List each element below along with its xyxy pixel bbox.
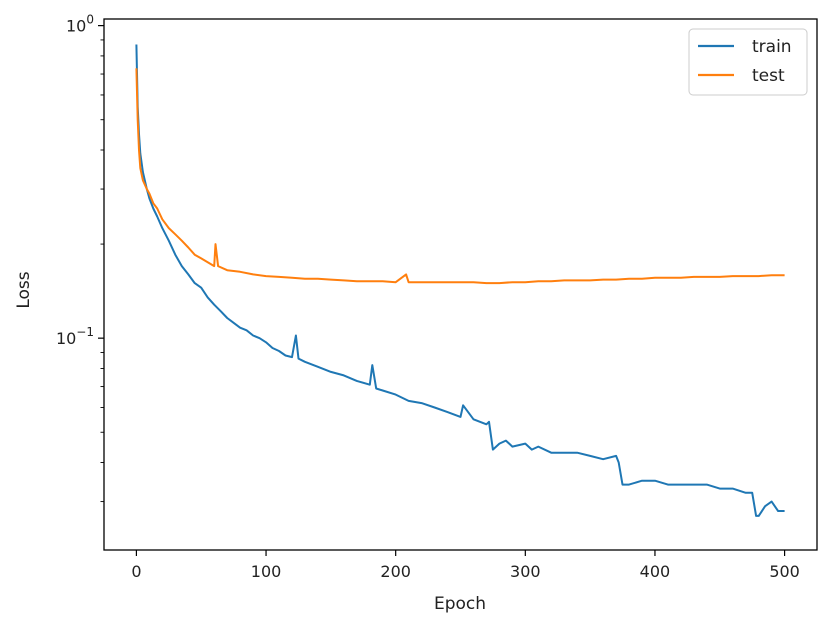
x-tick-label: 300: [510, 562, 541, 581]
series-layer: [135, 44, 785, 517]
x-tick-label: 0: [131, 562, 141, 581]
y-tick-label: 10−1: [56, 325, 94, 348]
x-axis-label: Epoch: [434, 594, 486, 614]
x-tick-label: 200: [380, 562, 411, 581]
legend-label-train: train: [752, 37, 792, 57]
x-tick-label: 400: [640, 562, 671, 581]
legend-label-test: test: [752, 66, 785, 86]
plot-area-frame: [103, 18, 818, 551]
y-axis-label: Loss: [14, 271, 34, 308]
x-tick-label: 500: [769, 562, 800, 581]
y-axis-ticks: 10−1 100: [56, 13, 104, 503]
series-line-train: [135, 44, 785, 517]
y-tick-label: 100: [66, 13, 94, 36]
series-line-test: [135, 68, 785, 285]
x-axis-ticks: 0 100 200 300 400 500: [131, 550, 800, 581]
x-tick-label: 100: [251, 562, 282, 581]
legend: train test: [688, 28, 808, 96]
